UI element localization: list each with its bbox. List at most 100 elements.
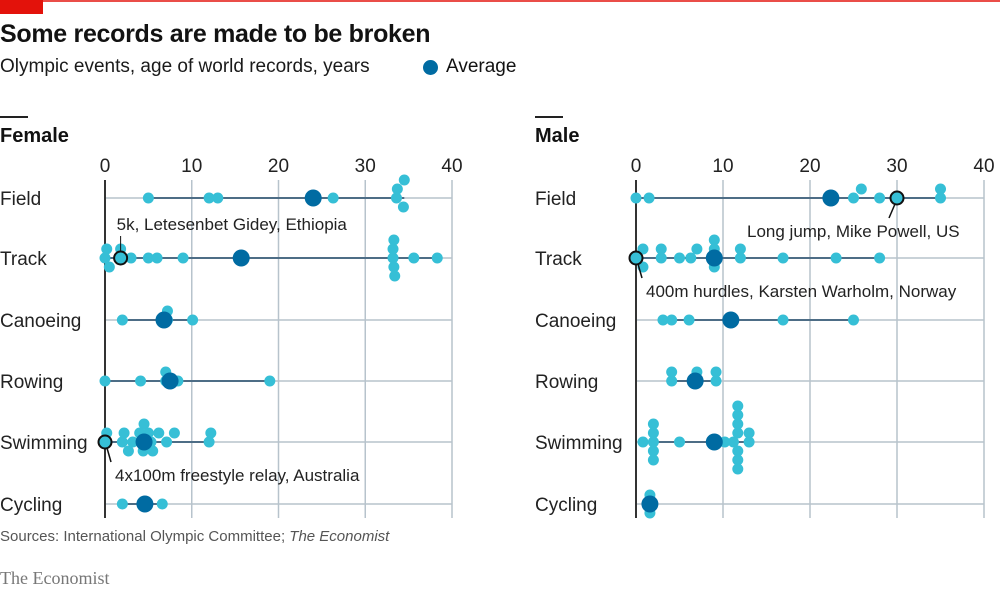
male-category-label: Canoeing (535, 311, 616, 332)
female-record-dot (431, 252, 443, 264)
legend-average-dot-icon (423, 59, 438, 75)
male-average-dot (641, 495, 659, 513)
male-panel-rule (535, 116, 563, 118)
male-record-dot (657, 314, 669, 326)
female-panel-rule (0, 116, 28, 118)
male-record-dot (655, 243, 667, 255)
male-record-dot (666, 314, 678, 326)
male-record-dot (777, 314, 789, 326)
female-record-dot (151, 252, 163, 264)
female-record-dot (408, 252, 420, 264)
female-tick-label: 40 (441, 156, 462, 177)
male-record-dot (777, 252, 789, 264)
male-record-dot (666, 366, 678, 378)
male-highlight-dot (628, 250, 644, 266)
female-record-dot (153, 427, 165, 439)
female-record-dot (264, 375, 276, 387)
male-category-label: Swimming (535, 433, 623, 454)
dot-plot-chart: 0 10 20 30 40 Field Track Canoeing Rowing Swimmin… (0, 156, 995, 519)
female-record-dot (122, 445, 134, 457)
male-record-dot (691, 243, 703, 255)
female-category-label: Cycling (0, 495, 62, 516)
female-record-dot (161, 436, 173, 448)
male-record-dot (674, 252, 685, 264)
male-record-dot (935, 183, 946, 195)
female-category-label: Swimming (0, 433, 88, 454)
female-record-dot (398, 174, 410, 186)
male-record-dot (708, 234, 720, 246)
male-tick-label: 30 (886, 156, 907, 177)
male-record-dot (743, 427, 755, 439)
female-record-dot (327, 192, 339, 204)
female-tick-label: 20 (268, 156, 289, 177)
male-annotation-label: 400m hurdles, Karsten Warholm, Norway (646, 282, 957, 301)
male-average-dot (822, 189, 840, 207)
male-record-dot (830, 252, 842, 264)
male-record-dot (683, 314, 695, 326)
female-highlight-dot (113, 250, 129, 266)
female-record-dot (116, 498, 128, 510)
male-record-dot (732, 454, 744, 466)
female-record-dot (116, 314, 128, 326)
female-panel-title: Female (0, 125, 69, 147)
source-text: Sources: International Olympic Committee… (0, 528, 290, 545)
male-record-dot (874, 252, 886, 264)
female-record-dot (389, 270, 401, 282)
female-record-dot (99, 375, 111, 387)
male-record-dot (732, 409, 744, 421)
male-record-dot (732, 418, 744, 430)
male-record-dot (734, 252, 746, 264)
male-record-dot (734, 243, 746, 255)
source-note: Sources: International Olympic Committee… (0, 528, 389, 545)
male-category-label: Cycling (535, 495, 597, 516)
male-record-dot (874, 192, 886, 204)
legend-average-label: Average (446, 56, 517, 77)
male-average-dot (705, 433, 723, 451)
female-record-dot (138, 418, 150, 430)
female-record-dot (388, 261, 400, 273)
male-annotation-leader (637, 263, 643, 279)
male-record-dot (732, 463, 744, 475)
male-category-label: Track (535, 249, 582, 270)
male-category-label: Rowing (535, 372, 598, 393)
top-accent-rule (0, 0, 1000, 2)
female-record-dot (391, 183, 403, 195)
female-record-dot (387, 252, 399, 264)
male-record-dot (647, 445, 659, 457)
male-record-dot (674, 436, 685, 448)
brand-logo: The Economist (0, 568, 110, 588)
female-record-dot (142, 252, 154, 264)
male-tick-label: 20 (799, 156, 820, 177)
female-record-dot (177, 252, 189, 264)
male-record-dot (630, 192, 642, 204)
male-record-dot (685, 252, 697, 264)
female-record-dot (212, 192, 224, 204)
female-average-dot (232, 249, 250, 267)
female-annotation-label: 4x100m freestyle relay, Australia (115, 466, 360, 485)
female-tick-label: 30 (355, 156, 376, 177)
female-record-dot (99, 252, 111, 264)
male-record-dot (647, 418, 659, 430)
male-record-dot (848, 192, 859, 204)
male-record-dot (647, 427, 659, 439)
male-average-dot (705, 249, 723, 267)
male-record-dot (637, 243, 649, 255)
male-average-dot (686, 372, 704, 390)
chart-title: Some records are made to be broken (0, 20, 431, 48)
male-record-dot (855, 183, 867, 195)
female-average-dot (136, 495, 154, 513)
male-category-label: Field (535, 189, 576, 210)
female-category-label: Canoeing (0, 311, 81, 332)
male-annotation-leader (888, 203, 896, 219)
male-record-dot (655, 252, 667, 264)
female-record-dot (168, 427, 180, 439)
male-record-dot (637, 436, 649, 448)
female-record-dot (156, 498, 168, 510)
female-tick-label: 10 (181, 156, 202, 177)
male-record-dot (666, 375, 678, 387)
source-italic: The Economist (289, 528, 390, 545)
male-record-dot (743, 436, 755, 448)
female-annotation-leader (106, 447, 112, 463)
female-record-dot (203, 192, 215, 204)
male-record-dot (732, 427, 744, 439)
